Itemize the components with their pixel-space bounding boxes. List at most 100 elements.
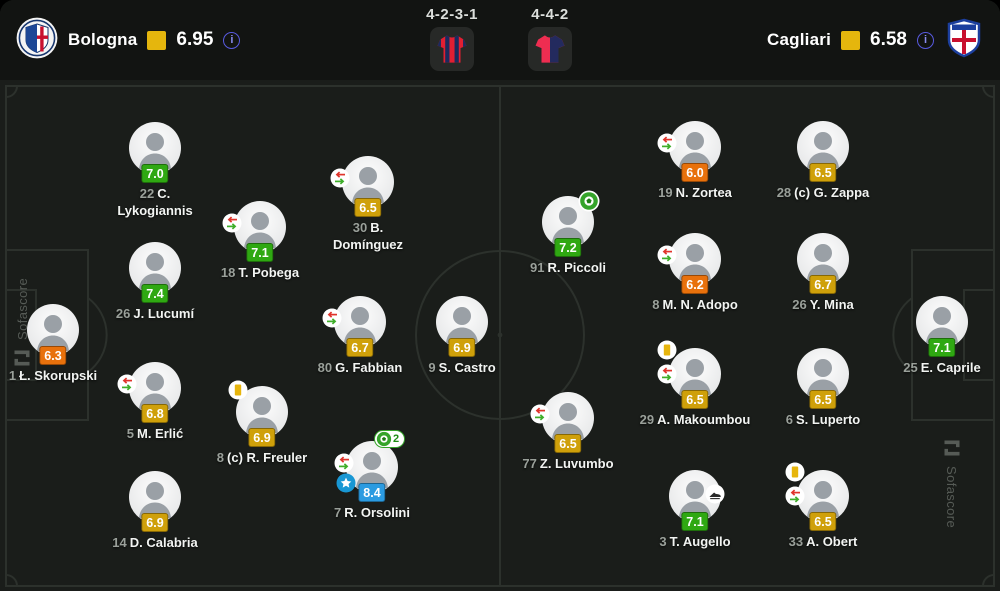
player-photo: 7.4: [129, 242, 181, 303]
player-photo: 6.0: [657, 121, 721, 182]
home-team-header[interactable]: Bologna 6.95 i: [16, 17, 241, 64]
substitution-icon: [657, 133, 677, 153]
substitution-icon: [322, 308, 342, 328]
player-rating-badge: 7.1: [928, 337, 956, 357]
player-photo: 6.5: [785, 462, 849, 531]
away-team-rating-box: [841, 30, 861, 50]
player-name: 26 Y. Mina: [792, 297, 854, 312]
pitch-lines: [5, 85, 995, 587]
player-name: 6 S. Luperto: [785, 412, 861, 427]
player-name: 33 A. Obert: [788, 534, 858, 549]
info-icon[interactable]: i: [917, 31, 934, 49]
player-away-19[interactable]: 6.0 19 N. Zortea: [630, 121, 760, 202]
away-team-header[interactable]: Cagliari 6.58 i: [767, 18, 984, 63]
player-rating-badge: 6.2: [681, 274, 709, 294]
player-home-26[interactable]: 7.4 26 J. Lucumí: [90, 242, 220, 323]
player-home-7[interactable]: 2 8.4 7 R. Orsolini: [307, 430, 437, 522]
player-photo: 6.5: [797, 121, 849, 182]
away-team-rating: 6.58: [870, 29, 907, 50]
player-home-30[interactable]: 6.5 30 B. Domínguez: [323, 156, 413, 254]
player-away-3[interactable]: 7.1 3 T. Augello: [630, 470, 760, 551]
player-home-80[interactable]: 6.7 80 G. Fabbian: [295, 296, 425, 377]
player-rating-badge: 6.5: [809, 162, 837, 182]
home-formation: 4-2-3-1: [417, 6, 487, 71]
player-away-91[interactable]: 7.2 91 R. Piccoli: [503, 190, 633, 277]
player-name: 26 J. Lucumí: [115, 306, 195, 321]
player-photo: 6.7: [322, 296, 386, 357]
player-photo: 6.7: [797, 233, 849, 294]
player-name: 9 S. Castro: [428, 360, 496, 375]
player-photo: 6.5: [657, 340, 721, 409]
player-away-77[interactable]: 6.5 77 Z. Luvumbo: [503, 392, 633, 473]
player-rating-badge: 7.1: [246, 242, 274, 262]
home-team-rating-box: [147, 30, 167, 50]
substitution-icon: [530, 404, 550, 424]
player-name: 22 C. Lykogiannis: [117, 186, 193, 218]
substitution-icon: [330, 168, 350, 188]
player-rating-badge: 6.0: [681, 162, 709, 182]
away-team-name: Cagliari: [767, 30, 832, 49]
player-photo: 6.9: [129, 471, 181, 532]
header: Bologna 6.95 i 4-2-3-1: [0, 0, 1000, 80]
home-formation-label: 4-2-3-1: [426, 6, 478, 23]
info-icon[interactable]: i: [223, 31, 241, 49]
player-away-28[interactable]: 6.5 28 (c) G. Zappa: [758, 121, 888, 202]
player-away-26[interactable]: 6.7 26 Y. Mina: [758, 233, 888, 314]
player-home-5[interactable]: 6.8 5 M. Erlić: [90, 362, 220, 443]
player-name: 5 M. Erlić: [126, 426, 184, 441]
cagliari-logo: [944, 18, 984, 63]
substitution-icon: [657, 364, 677, 384]
player-photo: 6.9: [228, 380, 288, 447]
player-name: 1 Ł. Skorupski: [8, 368, 98, 383]
player-name: 25 E. Caprile: [903, 360, 981, 375]
player-name: 77 Z. Luvumbo: [522, 456, 614, 471]
player-name: 19 N. Zortea: [658, 185, 732, 200]
player-rating-badge: 6.5: [554, 433, 582, 453]
player-rating-badge: 7.1: [681, 511, 709, 531]
player-name: 91 R. Piccoli: [530, 260, 606, 275]
goals-2-icon: 2: [374, 430, 406, 448]
player-rating-badge: 7.0: [141, 163, 169, 183]
player-rating-badge: 6.7: [809, 274, 837, 294]
player-rating-badge: 6.3: [39, 345, 67, 365]
player-rating-badge: 6.9: [448, 337, 476, 357]
player-home-1[interactable]: 6.3 1 Ł. Skorupski: [0, 304, 118, 385]
player-photo: 6.3: [27, 304, 79, 365]
away-jersey-icon: [528, 27, 572, 71]
player-away-29[interactable]: 6.5 29 A. Makoumbou: [630, 340, 760, 429]
player-name: 29 A. Makoumbou: [639, 412, 751, 427]
player-photo: 6.9: [436, 296, 488, 357]
player-home-9[interactable]: 6.9 9 S. Castro: [397, 296, 527, 377]
player-name: 28 (c) G. Zappa: [776, 185, 870, 200]
player-photo: 7.1: [669, 470, 725, 531]
player-home-8[interactable]: 6.9 8 (c) R. Freuler: [197, 380, 327, 467]
player-rating-badge: 6.9: [248, 427, 276, 447]
away-formation-label: 4-4-2: [531, 6, 569, 23]
player-rating-badge: 6.9: [141, 512, 169, 532]
player-rating-badge: 6.5: [681, 389, 709, 409]
bologna-logo: [16, 17, 58, 64]
player-away-25[interactable]: 7.1 25 E. Caprile: [877, 296, 1000, 377]
yellow-card-icon: [657, 340, 677, 360]
away-formation: 4-4-2: [515, 6, 585, 71]
player-home-14[interactable]: 6.9 14 D. Calabria: [90, 471, 220, 552]
player-away-8[interactable]: 6.2 8 M. N. Adopo: [630, 233, 760, 314]
sofascore-logo-icon: [944, 440, 960, 456]
player-name: 30 B. Domínguez: [332, 220, 404, 252]
substitution-icon: [657, 245, 677, 265]
player-rating-badge: 7.2: [554, 237, 582, 257]
player-photo: 6.5: [530, 392, 594, 453]
player-away-6[interactable]: 6.5 6 S. Luperto: [758, 348, 888, 429]
player-name: 14 D. Calabria: [112, 535, 198, 550]
player-rating-badge: 6.8: [141, 403, 169, 423]
star-icon: [336, 473, 356, 493]
player-home-18[interactable]: 7.1 18 T. Pobega: [195, 201, 325, 282]
sofascore-watermark: Sofascore: [12, 208, 32, 368]
player-name: 3 T. Augello: [659, 534, 731, 549]
watermark-text: Sofascore: [944, 466, 960, 529]
player-home-22[interactable]: 7.0 22 C. Lykogiannis: [110, 122, 200, 220]
player-away-33[interactable]: 6.5 33 A. Obert: [758, 462, 888, 551]
player-photo: 2 8.4: [334, 430, 406, 502]
player-photo: 6.5: [797, 348, 849, 409]
